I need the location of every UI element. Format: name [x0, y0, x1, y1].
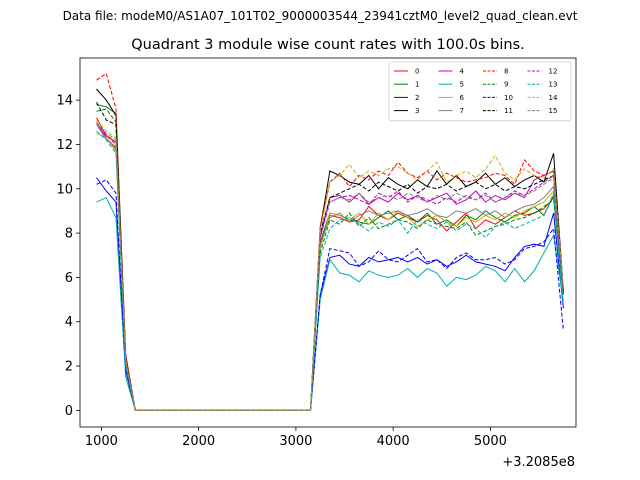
x-tick-label: 1000 — [85, 434, 118, 449]
legend-label-13: 13 — [549, 81, 558, 89]
x-tick-label: 3000 — [279, 434, 312, 449]
y-tick-label: 6 — [65, 271, 73, 286]
legend-label-1: 1 — [415, 81, 419, 89]
legend-label-3: 3 — [415, 107, 419, 115]
legend-label-0: 0 — [415, 68, 419, 76]
series-line-0 — [96, 117, 564, 411]
y-tick-label: 12 — [56, 138, 73, 153]
figure-suptitle: Data file: modeM0/AS1A07_101T02_90000035… — [63, 9, 578, 23]
y-tick-label: 10 — [56, 182, 73, 197]
y-tick-label: 0 — [65, 404, 73, 419]
series-line-6 — [96, 132, 564, 411]
legend-label-12: 12 — [549, 68, 558, 76]
series-line-5 — [96, 196, 564, 411]
chart-title: Quadrant 3 module wise count rates with … — [131, 37, 525, 53]
legend-label-14: 14 — [549, 94, 558, 102]
legend-label-8: 8 — [504, 68, 508, 76]
y-tick-label: 8 — [65, 227, 73, 242]
legend-label-11: 11 — [504, 107, 513, 115]
x-tick-label: 4000 — [377, 434, 410, 449]
series-line-11 — [96, 102, 564, 411]
legend-label-5: 5 — [460, 81, 464, 89]
series-line-15 — [96, 121, 564, 411]
axes-frame — [79, 57, 577, 428]
y-tick-label: 2 — [65, 360, 73, 375]
series-line-12 — [96, 122, 564, 411]
series-line-7 — [96, 124, 564, 411]
series-line-8 — [96, 72, 564, 411]
legend-label-9: 9 — [504, 81, 508, 89]
legend-label-7: 7 — [460, 107, 464, 115]
x-tick-label: 2000 — [182, 434, 215, 449]
legend-label-4: 4 — [460, 68, 465, 76]
y-tick-label: 14 — [56, 94, 73, 109]
plot-data-layer — [96, 72, 564, 411]
legend-label-2: 2 — [415, 94, 419, 102]
legend-frame — [388, 61, 572, 122]
y-tick-label: 4 — [65, 315, 73, 330]
x-tick-label: 5000 — [474, 434, 507, 449]
legend-label-15: 15 — [549, 107, 558, 115]
legend-label-6: 6 — [460, 94, 465, 102]
legend-label-10: 10 — [504, 94, 513, 102]
x-axis-offset-label: +3.2085e8 — [502, 455, 575, 470]
series-line-14 — [96, 119, 564, 411]
